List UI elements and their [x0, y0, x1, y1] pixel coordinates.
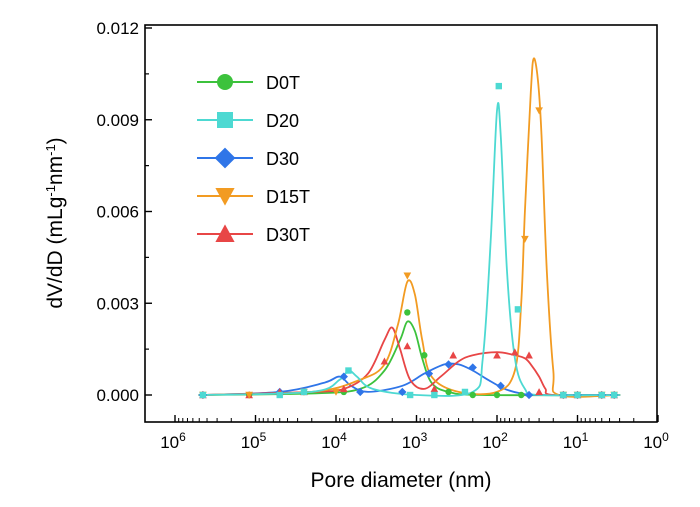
legend-label: D20: [266, 111, 299, 131]
series-lines: [198, 57, 621, 398]
data-point-d15t: [332, 388, 340, 396]
data-point-d20: [560, 391, 567, 399]
data-point-d20: [611, 391, 618, 399]
plot-frame: [144, 24, 658, 423]
x-tick-label: 101: [563, 430, 589, 452]
data-point-d30t: [525, 351, 533, 359]
y-tick-label: 0.006: [96, 203, 139, 222]
data-point-d30: [356, 387, 365, 397]
data-point-d0t: [445, 388, 452, 396]
series-line-d30: [198, 362, 621, 397]
x-tick-label: 104: [321, 430, 347, 452]
data-point-d15t: [403, 272, 412, 280]
data-point-d0t: [493, 391, 501, 399]
legend-marker: [215, 188, 235, 206]
data-point-d30: [496, 381, 505, 390]
data-point-d0t: [518, 391, 525, 399]
data-point-d30t: [339, 385, 348, 393]
data-point-d30: [398, 387, 407, 397]
data-point-d30t: [511, 348, 519, 356]
data-point-d30t: [449, 351, 458, 359]
data-point-d30t: [430, 385, 439, 393]
legend-marker: [214, 147, 236, 169]
y-axis-title: dV/dD (mLg-1nm-1): [43, 137, 68, 308]
data-point-d20: [514, 306, 522, 313]
data-point-d30t: [493, 351, 501, 359]
x-tick-label: 103: [402, 430, 428, 452]
data-point-d20: [199, 391, 207, 399]
data-point-d0t: [421, 352, 428, 359]
data-point-d30t: [403, 342, 412, 350]
data-point-d20: [276, 391, 283, 399]
legend-marker: [217, 112, 233, 128]
data-point-d15t: [521, 235, 529, 243]
data-point-d30: [339, 372, 348, 381]
data-point-d20: [495, 82, 502, 90]
data-point-d30t: [535, 388, 543, 396]
y-tick-label: 0.000: [96, 386, 139, 405]
data-point-d15t: [535, 107, 543, 115]
legend-label: D15T: [266, 187, 310, 207]
series-line-d0t: [198, 320, 621, 397]
data-point-d15t: [245, 391, 253, 399]
data-point-d30: [524, 390, 534, 400]
x-tick-label: 105: [241, 430, 267, 452]
y-tick-label: 0.012: [96, 19, 139, 38]
x-tick-label: 100: [643, 430, 669, 452]
x-axis-title: Pore diameter (nm): [311, 469, 492, 492]
x-tick-label: 102: [482, 430, 508, 452]
legend-label: D30: [266, 149, 299, 169]
data-point-d20: [345, 367, 352, 374]
data-point-d20: [300, 388, 308, 396]
data-point-d30t: [380, 357, 389, 365]
legend-label: D30T: [266, 225, 310, 245]
series-markers: [198, 82, 619, 400]
series-line-d30t: [198, 326, 621, 397]
data-point-d30: [468, 363, 477, 372]
legend-marker: [215, 224, 235, 242]
y-tick-label: 0.003: [96, 294, 139, 313]
series-line-d15t: [198, 57, 621, 398]
data-point-d30: [444, 360, 453, 369]
data-point-d30: [424, 369, 434, 378]
data-point-d0t: [404, 309, 411, 316]
series-line-d20: [198, 102, 621, 397]
legend: D0T D20 D30 D15T D30T: [197, 73, 310, 245]
data-point-d20: [461, 388, 469, 396]
data-point-d20: [574, 391, 581, 399]
data-point-d20: [406, 391, 414, 399]
x-tick-label: 106: [160, 430, 186, 452]
legend-label: D0T: [266, 73, 300, 93]
y-tick-label: 0.009: [96, 111, 139, 130]
axis-ticks: 0.000 0.003 0.006 0.009 0.012 106 105 104 103 102…: [96, 19, 669, 452]
data-point-d0t: [469, 391, 476, 399]
data-point-d20: [431, 391, 438, 399]
legend-marker: [217, 74, 233, 90]
data-point-d20: [598, 391, 605, 399]
